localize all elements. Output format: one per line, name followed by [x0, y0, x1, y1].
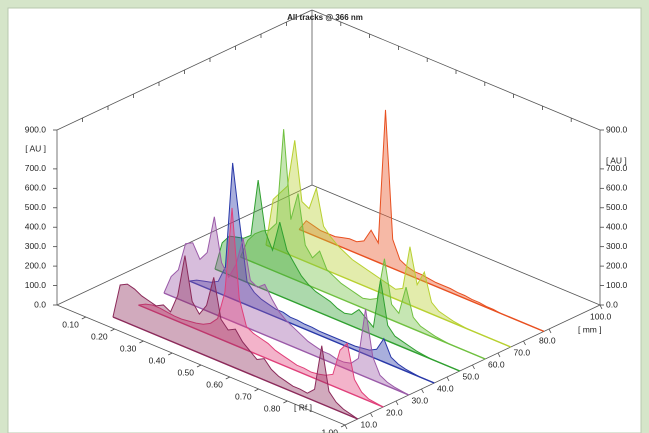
- y2-tick-label: 200.0: [606, 260, 628, 270]
- x-tick-label: 0.20: [91, 331, 108, 341]
- x-tick-label: 1.00: [321, 427, 338, 433]
- z-tick: [548, 328, 552, 334]
- z-tick-label: 40.0: [437, 383, 454, 393]
- x-tick: [81, 316, 86, 320]
- y2-tick-label: 400.0: [606, 221, 628, 231]
- track-line: [138, 207, 384, 408]
- x-tick-label: 0.50: [177, 367, 194, 377]
- y2-tick-label: 700.0: [606, 163, 628, 173]
- track-line: [163, 216, 409, 396]
- track-baseline: [163, 292, 410, 396]
- y-tick-label: 700.0: [25, 163, 47, 173]
- z-tick-label: 50.0: [463, 371, 480, 381]
- x-tick-label: 0.10: [62, 319, 79, 329]
- z-tick-label: 20.0: [386, 407, 403, 417]
- x-tick: [254, 388, 259, 392]
- x-tick: [283, 400, 288, 404]
- z-tick: [523, 340, 526, 346]
- y2-tick-label: 600.0: [606, 183, 628, 193]
- track-baseline: [138, 304, 384, 408]
- z-tick: [421, 388, 424, 394]
- track-fill: [112, 255, 358, 419]
- z-tick: [370, 412, 373, 418]
- track-fill: [240, 129, 486, 359]
- y2-tick-label: 0.0: [606, 299, 618, 309]
- x-tick-label: 0.30: [120, 343, 137, 353]
- x-tick-label: 0.70: [235, 391, 252, 401]
- z-tick-label: 0.0: [335, 431, 347, 433]
- y2-tick-label: 500.0: [606, 202, 628, 212]
- track-line: [112, 255, 359, 420]
- track-baseline: [298, 228, 545, 333]
- track-line: [214, 179, 460, 372]
- x-tick: [196, 364, 202, 368]
- x-tick: [340, 424, 346, 428]
- z-tick-label: 100.0: [590, 311, 612, 321]
- track-baseline: [189, 280, 435, 384]
- x-tick-label: 0.80: [264, 403, 281, 413]
- chart-title: All tracks @ 366 nm: [287, 13, 363, 22]
- track-fill: [189, 162, 435, 383]
- y2-tick-label: 900.0: [606, 124, 628, 134]
- track-fill: [214, 180, 460, 371]
- y-tick-label: 900.0: [25, 124, 47, 134]
- track-baseline: [240, 256, 486, 360]
- z-tick-label: 60.0: [488, 359, 505, 369]
- frame-line: [311, 184, 601, 306]
- y-tick-label: 600.0: [25, 183, 47, 193]
- track-baseline: [265, 244, 512, 348]
- track-baseline: [112, 316, 359, 420]
- x-tick: [168, 352, 173, 356]
- y-tick-label: 100.0: [25, 280, 47, 290]
- z-tick: [599, 304, 603, 310]
- z-axis-label: [ mm ]: [578, 324, 602, 334]
- z-tick: [344, 424, 348, 430]
- track-line: [189, 162, 435, 384]
- x-tick-label: 0.60: [206, 379, 223, 389]
- z-tick-label: 80.0: [539, 335, 556, 345]
- y-tick-label: 500.0: [25, 202, 47, 212]
- z-tick-label: 70.0: [514, 347, 531, 357]
- z-tick-label: 30.0: [412, 395, 429, 405]
- y-axis-label: [ AU ]: [25, 143, 46, 153]
- y-tick-label: 300.0: [25, 241, 47, 251]
- x-tick: [139, 340, 144, 344]
- y-tick-label: 0.0: [34, 299, 46, 309]
- x-tick: [110, 328, 115, 332]
- x-tick: [225, 376, 230, 380]
- z-tick-label: 10.0: [361, 419, 378, 429]
- z-tick: [497, 352, 501, 358]
- y-tick-label: 400.0: [25, 221, 47, 231]
- y2-axis-label: [ AU ]: [606, 155, 627, 165]
- y2-tick-label: 300.0: [606, 241, 628, 251]
- y2-tick-label: 100.0: [606, 280, 628, 290]
- z-tick: [395, 400, 399, 406]
- z-tick: [446, 376, 450, 382]
- frame-line: [56, 184, 313, 306]
- x-tick-label: 0.40: [149, 355, 166, 365]
- z-tick: [472, 364, 475, 370]
- track-fill: [163, 216, 409, 395]
- y-tick-label: 200.0: [25, 260, 47, 270]
- track-fill: [265, 140, 511, 347]
